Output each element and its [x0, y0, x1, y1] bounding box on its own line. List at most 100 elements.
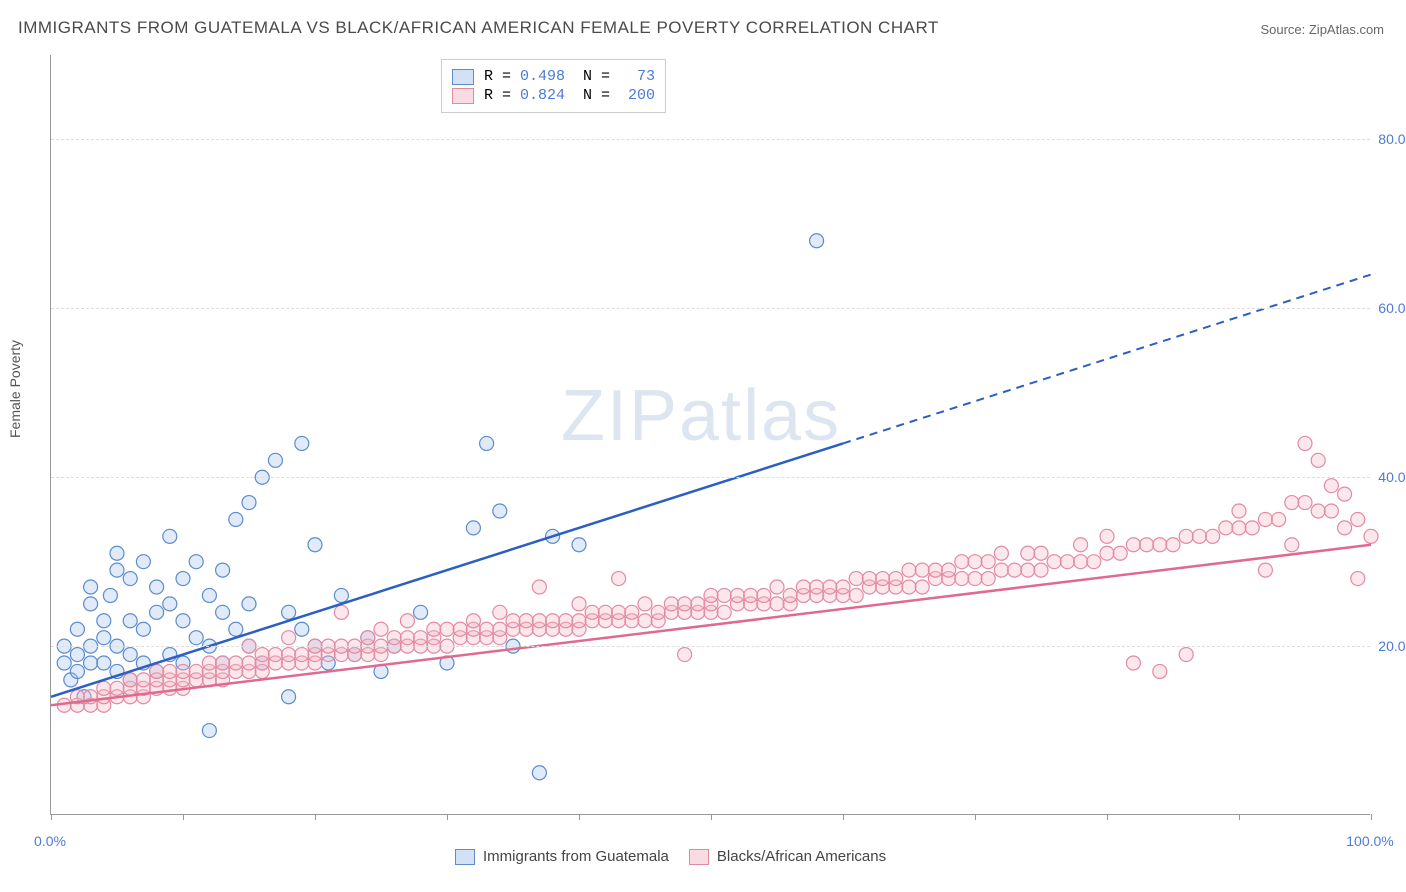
scatter-point: [1285, 496, 1299, 510]
scatter-point: [150, 580, 164, 594]
scatter-point: [1219, 521, 1233, 535]
legend-correlation-box: R = 0.498 N = 73 R = 0.824 N = 200: [441, 59, 666, 113]
scatter-point: [480, 436, 494, 450]
legend-row: R = 0.498 N = 73: [452, 68, 655, 85]
x-tick: [1239, 814, 1240, 820]
scatter-point: [968, 555, 982, 569]
plot-area: ZIPatlas R = 0.498 N = 73R = 0.824 N = 2…: [50, 55, 1370, 815]
scatter-point: [1272, 512, 1286, 526]
scatter-point: [70, 648, 84, 662]
scatter-point: [414, 605, 428, 619]
scatter-point: [229, 512, 243, 526]
scatter-point: [955, 572, 969, 586]
scatter-point: [585, 605, 599, 619]
scatter-point: [282, 605, 296, 619]
scatter-point: [1351, 512, 1365, 526]
scatter-point: [70, 622, 84, 636]
scatter-point: [810, 234, 824, 248]
scatter-point: [823, 580, 837, 594]
scatter-point: [176, 572, 190, 586]
legend-label: Immigrants from Guatemala: [483, 848, 669, 865]
scatter-point: [1021, 546, 1035, 560]
scatter-point: [1126, 538, 1140, 552]
scatter-point: [110, 681, 124, 695]
scatter-point: [1034, 546, 1048, 560]
scatter-point: [1113, 546, 1127, 560]
scatter-point: [572, 538, 586, 552]
legend-swatch: [452, 69, 474, 85]
scatter-point: [1008, 563, 1022, 577]
scatter-point: [400, 614, 414, 628]
scatter-point: [176, 614, 190, 628]
scatter-point: [440, 622, 454, 636]
scatter-point: [1338, 521, 1352, 535]
scatter-point: [1298, 496, 1312, 510]
scatter-point: [97, 614, 111, 628]
scatter-point: [1245, 521, 1259, 535]
scatter-point: [546, 614, 560, 628]
scatter-point: [97, 656, 111, 670]
scatter-point: [268, 453, 282, 467]
scatter-point: [1311, 504, 1325, 518]
scatter-point: [189, 664, 203, 678]
scatter-point: [1100, 546, 1114, 560]
y-tick-label: 80.0%: [1378, 131, 1406, 147]
scatter-point: [216, 656, 230, 670]
scatter-point: [176, 664, 190, 678]
scatter-point: [1258, 563, 1272, 577]
chart-svg: [51, 55, 1370, 814]
scatter-point: [678, 648, 692, 662]
scatter-point: [625, 605, 639, 619]
scatter-point: [612, 572, 626, 586]
scatter-point: [136, 673, 150, 687]
scatter-point: [216, 563, 230, 577]
chart-title: IMMIGRANTS FROM GUATEMALA VS BLACK/AFRIC…: [18, 18, 939, 38]
scatter-point: [70, 664, 84, 678]
scatter-point: [981, 572, 995, 586]
legend-stat: R = 0.498 N = 73: [484, 68, 655, 85]
scatter-point: [1074, 555, 1088, 569]
scatter-point: [572, 614, 586, 628]
x-tick: [579, 814, 580, 820]
scatter-point: [1100, 529, 1114, 543]
scatter-point: [1324, 504, 1338, 518]
scatter-point: [84, 580, 98, 594]
scatter-point: [1179, 529, 1193, 543]
scatter-point: [1364, 529, 1378, 543]
scatter-point: [84, 597, 98, 611]
scatter-point: [1285, 538, 1299, 552]
scatter-point: [103, 588, 117, 602]
scatter-point: [1351, 572, 1365, 586]
scatter-point: [1126, 656, 1140, 670]
scatter-point: [1232, 521, 1246, 535]
scatter-point: [994, 563, 1008, 577]
scatter-point: [532, 766, 546, 780]
scatter-point: [902, 563, 916, 577]
scatter-point: [612, 605, 626, 619]
scatter-point: [1206, 529, 1220, 543]
scatter-point: [110, 546, 124, 560]
scatter-point: [216, 605, 230, 619]
scatter-point: [1324, 479, 1338, 493]
legend-swatch: [689, 849, 709, 865]
legend-row: R = 0.824 N = 200: [452, 87, 655, 104]
scatter-point: [717, 605, 731, 619]
scatter-point: [466, 521, 480, 535]
x-tick: [1107, 814, 1108, 820]
scatter-point: [770, 597, 784, 611]
gridline-h: [51, 308, 1370, 309]
x-tick-label: 0.0%: [34, 833, 66, 849]
scatter-point: [651, 605, 665, 619]
scatter-point: [849, 572, 863, 586]
scatter-point: [466, 614, 480, 628]
scatter-point: [84, 656, 98, 670]
scatter-point: [123, 648, 137, 662]
scatter-point: [1166, 538, 1180, 552]
scatter-point: [427, 622, 441, 636]
legend-swatch: [455, 849, 475, 865]
scatter-point: [150, 664, 164, 678]
scatter-point: [268, 648, 282, 662]
scatter-point: [189, 631, 203, 645]
scatter-point: [915, 580, 929, 594]
scatter-point: [493, 622, 507, 636]
